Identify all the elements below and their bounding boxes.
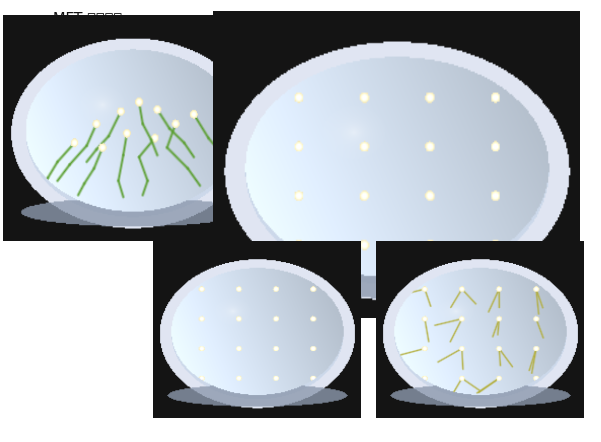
Text: ジベレリン有: ジベレリン有	[451, 403, 504, 418]
Text: MFT 遺伝子無: MFT 遺伝子無	[52, 11, 122, 26]
Text: ジベレリン無: ジベレリン無	[235, 403, 288, 418]
Text: MFT 遺伝子導入: MFT 遺伝子導入	[307, 11, 385, 26]
